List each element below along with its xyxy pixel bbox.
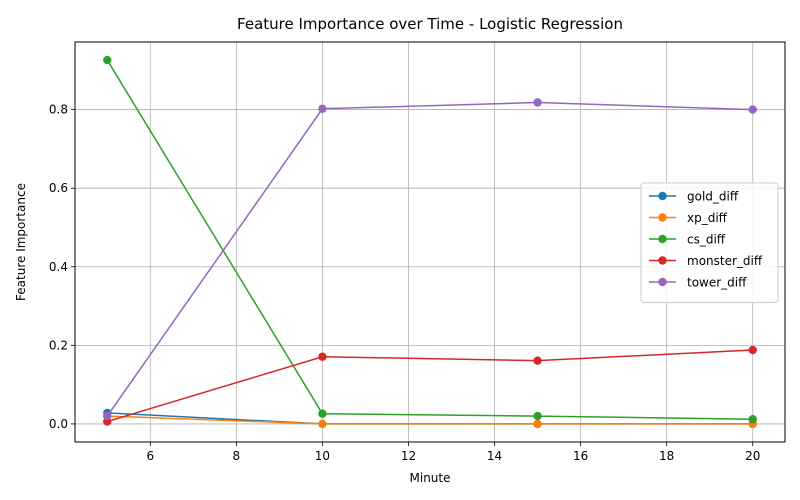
series-cs_diff (103, 55, 757, 424)
data-point (533, 356, 542, 365)
legend-marker (658, 213, 667, 222)
legend-box (640, 182, 779, 303)
legend-label: tower_diff (687, 276, 747, 290)
legend-item-cs_diff: cs_diff (649, 233, 726, 247)
x-tick-label: 10 (315, 449, 330, 463)
series-line (107, 415, 753, 425)
legend-item-monster_diff: monster_diff (649, 254, 763, 268)
legend: gold_diff xp_diff cs_diff monster_difftower… (640, 182, 779, 303)
legend-item-gold_diff: gold_diff (649, 190, 739, 204)
y-tick-label: 0.6 (49, 181, 68, 195)
legend-item-xp_diff: xp_diff (649, 211, 728, 225)
axis-ticks: 6 8 10 12 14 16 18 20 0.0 0.2 0.4 0.6 0.8 (49, 103, 760, 463)
x-tick-label: 6 (146, 449, 154, 463)
y-tick-label: 0.4 (49, 260, 68, 274)
series-line (106, 101, 753, 417)
legend-label: xp_diff (687, 211, 728, 225)
legend-label: cs_diff (687, 233, 726, 247)
y-tick-label: 0.8 (49, 103, 68, 117)
series-tower_diff (103, 98, 757, 421)
data-point (318, 419, 327, 429)
y-tick-label: 0.2 (49, 338, 68, 352)
data-point (103, 411, 112, 421)
legend-marker (658, 277, 667, 287)
legend-marker (658, 191, 667, 201)
x-tick-label: 16 (573, 449, 588, 463)
data-point (748, 345, 757, 355)
x-tick-label: 18 (659, 449, 674, 463)
series-group (103, 55, 757, 429)
data-point (533, 98, 542, 107)
plot-frame (74, 41, 786, 443)
chart-title: Feature Importance over Time - Logistic … (237, 15, 623, 33)
legend-marker (658, 256, 667, 265)
x-tick-label: 12 (401, 449, 416, 463)
y-tick-label: 0.0 (49, 417, 68, 431)
legend-marker (658, 234, 667, 244)
data-point (318, 104, 327, 113)
data-point (748, 415, 757, 424)
series-line (107, 349, 753, 423)
legend-item-tower_diff: tower_diff (649, 276, 747, 290)
x-tick-label: 8 (233, 449, 241, 463)
data-point (748, 105, 757, 114)
x-tick-label: 20 (745, 449, 760, 463)
legend-label: gold_diff (687, 190, 739, 204)
data-point (318, 409, 327, 418)
legend-label: monster_diff (687, 254, 763, 268)
series-line (106, 59, 753, 420)
data-point (533, 419, 542, 429)
y-axis-label: Feature Importance (14, 183, 28, 301)
data-point (103, 55, 112, 65)
data-point (318, 352, 327, 361)
x-tick-label: 14 (487, 449, 502, 463)
x-axis-label: Minute (410, 471, 451, 485)
data-point (533, 411, 542, 421)
